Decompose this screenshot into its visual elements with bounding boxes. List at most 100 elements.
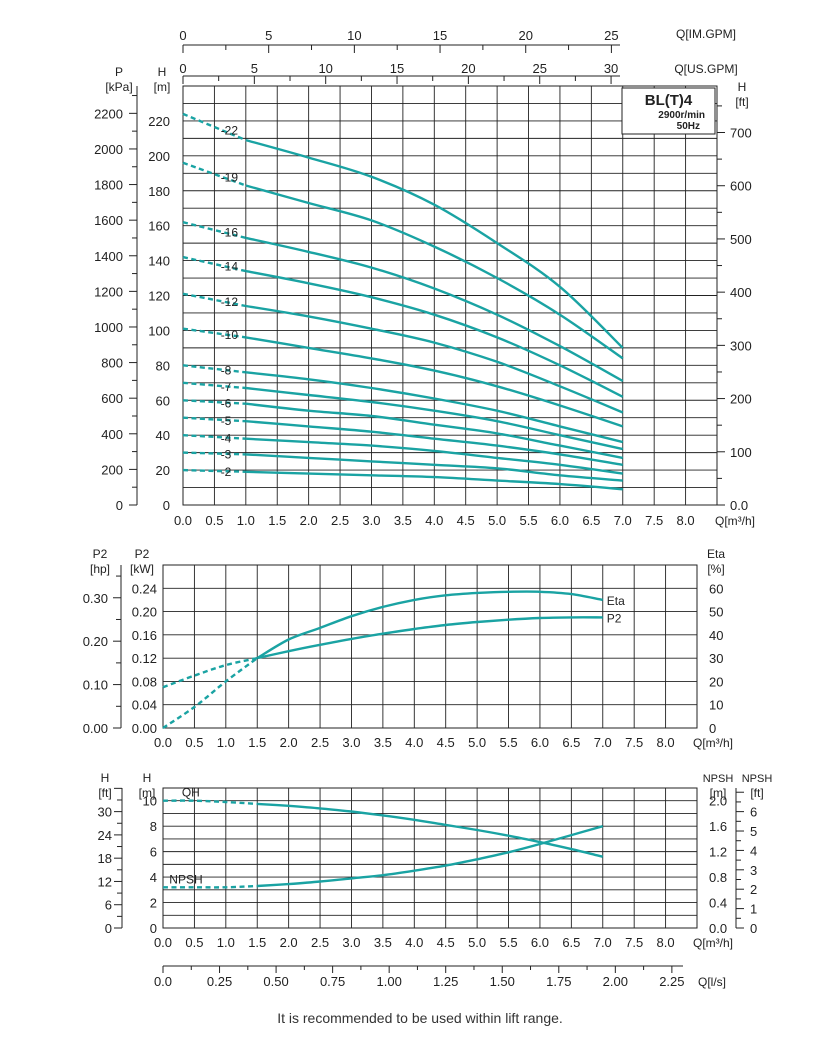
x-tick-label: 3.0 — [342, 935, 360, 950]
plot-border — [182, 85, 718, 506]
x-tick-label: 6.5 — [562, 735, 580, 750]
stage-curve-dashed-segment — [182, 221, 247, 240]
head-m-tick-label: 140 — [148, 254, 170, 269]
head-m-tick-label: 0 — [163, 498, 170, 513]
head-ft-tick-label: 500 — [730, 232, 752, 247]
pressure-axis-title: P — [115, 65, 123, 79]
power-hp-axis-title: P2 — [93, 547, 108, 561]
head-m-tick-label: 200 — [148, 149, 170, 164]
x-tick-label: 2.5 — [311, 735, 329, 750]
us-gpm-tick-label: 25 — [532, 61, 546, 76]
stage-curve-solid-segment — [245, 304, 624, 414]
qh-npsh-chart: 0.0 0.5 1.0 1.5 2.0 2.5 3.0 3.5 4.0 4.5 5.0 5.5 6.0 6… — [98, 771, 773, 989]
power-kw-tick-label: 0.12 — [132, 651, 157, 666]
stage-curve-dashed-segment — [182, 451, 246, 456]
stage-curve: -22 — [182, 112, 624, 349]
stage-curve-solid-segment — [245, 453, 623, 482]
x-tick-label: 1.5 — [248, 735, 266, 750]
footer-note: It is recommended to be used within lift… — [277, 1010, 563, 1026]
lps-tick-label: 0.0 — [154, 974, 172, 989]
stage-curve-dashed-segment — [182, 434, 246, 440]
power-hp-tick-label: 0.00 — [83, 721, 108, 736]
x-tick-label: 0.0 — [154, 935, 172, 950]
head-m-tick-label: 40 — [156, 428, 170, 443]
lps-tick-label: 1.25 — [433, 974, 458, 989]
pressure-tick-label: 1400 — [94, 249, 123, 264]
power-hp-axis-unit: [hp] — [90, 562, 110, 576]
npsh-m-tick-label: 0.0 — [709, 921, 727, 936]
lps-tick-label: 1.00 — [377, 974, 402, 989]
npsh-ft-tick-label: 2 — [750, 882, 757, 897]
x-tick-label: 2.0 — [300, 513, 318, 528]
power-kw-tick-label: 0.04 — [132, 698, 157, 713]
head-m-tick-label: 20 — [156, 463, 170, 478]
x-tick-label: 8.0 — [677, 513, 695, 528]
pressure-tick-label: 1000 — [94, 320, 123, 335]
head-m-tick-label: 0 — [150, 921, 157, 936]
lps-tick-label: 0.25 — [207, 974, 232, 989]
im-gpm-tick-label: 5 — [265, 28, 272, 43]
us-gpm-tick-label: 15 — [390, 61, 404, 76]
eta-tick-label: 40 — [709, 628, 723, 643]
stage-curve: -4 — [182, 431, 623, 475]
head-m-axis-title: H — [158, 65, 167, 79]
head-m-axis-title: H — [143, 771, 152, 785]
power-hp-tick-label: 0.10 — [83, 678, 108, 693]
stage-label: -7 — [221, 380, 232, 394]
power-kw-tick-label: 0.24 — [132, 581, 157, 596]
curve-eta-dashed-segment — [162, 657, 258, 729]
x-tick-label: 8.0 — [657, 735, 675, 750]
head-m-tick-label: 120 — [148, 289, 170, 304]
x-tick-label: 7.0 — [594, 935, 612, 950]
lps-axis-label: Q[l/s] — [698, 975, 726, 989]
head-ft-tick-label: 6 — [105, 898, 112, 913]
head-ft-axis-title: H — [101, 771, 110, 785]
head-ft-tick-label: 30 — [98, 805, 112, 820]
x-tick-label: 3.0 — [342, 735, 360, 750]
curve-eta-solid-segment — [256, 590, 604, 660]
npsh-m-tick-label: 0.8 — [709, 870, 727, 885]
x-tick-label: 2.5 — [331, 513, 349, 528]
stage-label: -14 — [221, 259, 239, 273]
power-hp-tick-label: 0.20 — [83, 634, 108, 649]
head-m-tick-label: 220 — [148, 114, 170, 129]
im-gpm-tick-label: 10 — [347, 28, 361, 43]
model-spec-line: 50Hz — [677, 121, 700, 132]
us-gpm-tick-label: 30 — [604, 61, 618, 76]
x-axis-label: Q[m³/h] — [693, 936, 733, 950]
stage-curve-solid-segment — [245, 402, 624, 460]
series-label: QH — [182, 786, 200, 800]
stage-label: -2 — [221, 465, 232, 479]
stage-curve: -6 — [182, 396, 624, 460]
x-tick-label: 3.5 — [374, 735, 392, 750]
eta-axis-unit: [%] — [707, 562, 724, 576]
pressure-tick-label: 400 — [101, 427, 123, 442]
npsh-ft-tick-label: 0 — [750, 921, 757, 936]
head-m-tick-label: 60 — [156, 393, 170, 408]
power-hp-tick-label: 0.30 — [83, 591, 108, 606]
pressure-tick-label: 1200 — [94, 284, 123, 299]
head-ft-axis-unit: [ft] — [735, 95, 748, 109]
stage-label: -4 — [221, 431, 232, 445]
eta-tick-label: 30 — [709, 651, 723, 666]
npsh-ft-axis-unit: [ft] — [750, 786, 763, 800]
eta-tick-label: 20 — [709, 674, 723, 689]
head-m-tick-label: 180 — [148, 184, 170, 199]
curve-npsh-solid-segment — [257, 825, 604, 888]
npsh-m-axis-title: NPSH — [703, 773, 734, 785]
x-tick-label: 3.5 — [394, 513, 412, 528]
stage-curve-dashed-segment — [182, 327, 246, 339]
x-tick-label: 7.0 — [614, 513, 632, 528]
eta-tick-label: 50 — [709, 605, 723, 620]
head-ft-tick-label: 0 — [105, 921, 112, 936]
stage-label: -3 — [221, 448, 232, 462]
stage-curve-solid-segment — [245, 371, 624, 444]
x-tick-label: 1.0 — [217, 935, 235, 950]
x-tick-label: 2.0 — [280, 935, 298, 950]
x-tick-label: 2.0 — [280, 735, 298, 750]
head-ft-tick-label: 12 — [98, 874, 112, 889]
stage-curve-dashed-segment — [182, 292, 247, 308]
lps-tick-label: 1.75 — [546, 974, 571, 989]
head-ft-axis-unit: [ft] — [98, 786, 111, 800]
